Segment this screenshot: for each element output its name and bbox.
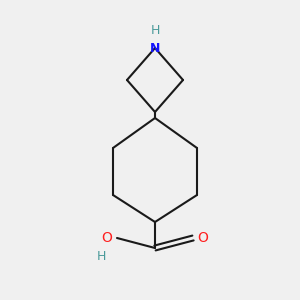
Text: O: O bbox=[102, 231, 112, 245]
Text: H: H bbox=[96, 250, 106, 262]
Text: N: N bbox=[150, 41, 160, 55]
Text: O: O bbox=[198, 231, 208, 245]
Text: H: H bbox=[150, 23, 160, 37]
